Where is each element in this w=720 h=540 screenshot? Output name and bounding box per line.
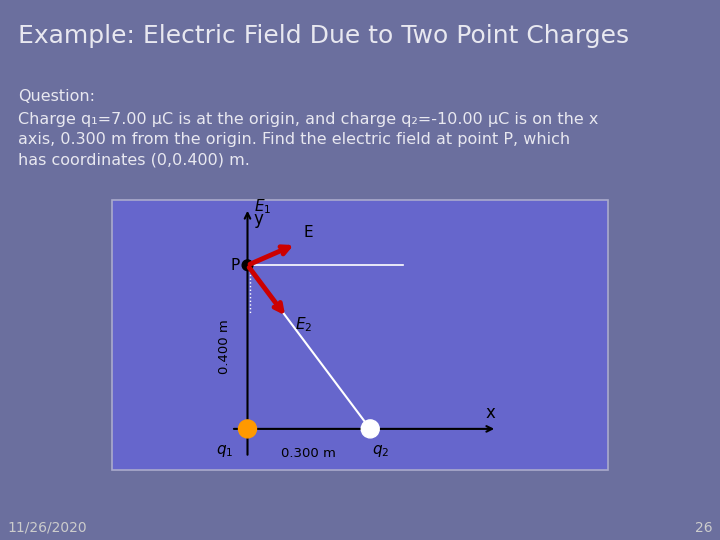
- Text: P: P: [230, 258, 239, 273]
- Text: $E_2$: $E_2$: [295, 315, 312, 334]
- Text: 0.300 m: 0.300 m: [282, 447, 336, 460]
- Text: $q_1$: $q_1$: [216, 443, 233, 459]
- Text: E: E: [304, 225, 313, 240]
- Text: x: x: [485, 403, 495, 422]
- Text: Example: Electric Field Due to Two Point Charges: Example: Electric Field Due to Two Point…: [18, 24, 629, 48]
- Text: Question:: Question:: [18, 89, 95, 104]
- Circle shape: [238, 420, 256, 438]
- Text: $E_1$: $E_1$: [253, 198, 271, 217]
- Text: y: y: [253, 210, 264, 228]
- Circle shape: [361, 420, 379, 438]
- Text: Charge q₁=7.00 μC is at the origin, and charge q₂=-10.00 μC is on the x: Charge q₁=7.00 μC is at the origin, and …: [18, 112, 598, 127]
- Text: has coordinates (0,0.400) m.: has coordinates (0,0.400) m.: [18, 153, 250, 168]
- Circle shape: [242, 260, 253, 271]
- Text: $q_2$: $q_2$: [372, 443, 390, 459]
- FancyBboxPatch shape: [112, 200, 608, 470]
- Text: 0.400 m: 0.400 m: [218, 320, 232, 374]
- Text: 11/26/2020: 11/26/2020: [7, 521, 87, 535]
- Text: 26: 26: [696, 521, 713, 535]
- Text: axis, 0.300 m from the origin. Find the electric field at point P, which: axis, 0.300 m from the origin. Find the …: [18, 132, 570, 147]
